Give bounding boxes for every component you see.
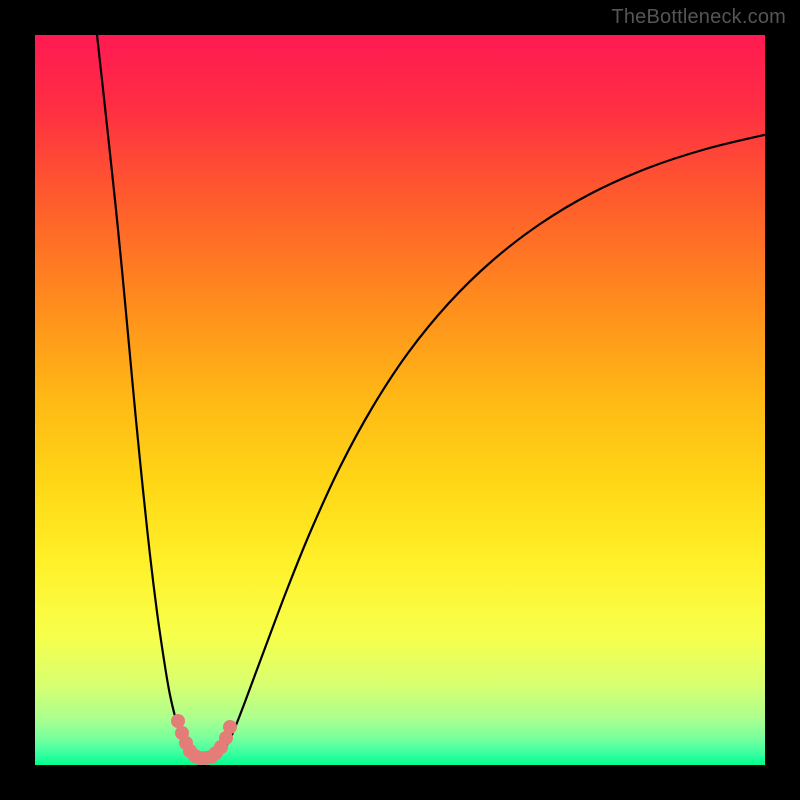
trough-marker [171, 714, 185, 728]
bottleneck-chart: TheBottleneck.com [0, 0, 800, 800]
trough-marker [223, 720, 237, 734]
watermark-text: TheBottleneck.com [611, 6, 786, 29]
chart-svg [0, 0, 800, 800]
plot-background [35, 35, 765, 765]
